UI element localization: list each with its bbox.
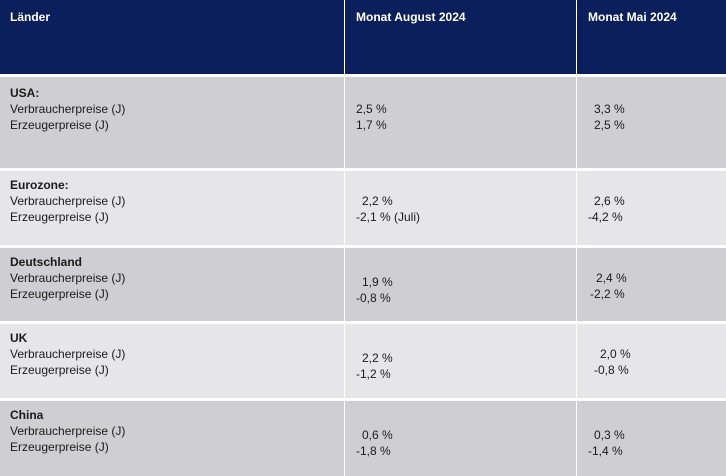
table-header: Länder Monat August 2024 Monat Mai 2024 bbox=[0, 0, 726, 74]
may-consumer-value: 2,0 % bbox=[600, 347, 631, 361]
may-producer-value: -1,4 % bbox=[588, 444, 623, 458]
producer-price-label: Erzeugerpreise (J) bbox=[10, 363, 109, 377]
country-label: UK bbox=[10, 331, 28, 345]
producer-price-label: Erzeugerpreise (J) bbox=[10, 118, 109, 132]
country-label: Eurozone: bbox=[10, 178, 69, 192]
august-producer-value: -1,2 % bbox=[356, 367, 391, 381]
august-producer-value: 1,7 % bbox=[356, 118, 387, 132]
country-label: USA: bbox=[10, 86, 40, 100]
producer-price-label: Erzeugerpreise (J) bbox=[10, 440, 109, 454]
producer-price-label: Erzeugerpreise (J) bbox=[10, 210, 109, 224]
consumer-price-label: Verbraucherpreise (J) bbox=[10, 424, 126, 438]
header-august-2024: Monat August 2024 bbox=[356, 10, 466, 24]
row-divider bbox=[0, 398, 726, 401]
column-divider bbox=[344, 0, 345, 476]
consumer-price-label: Verbraucherpreise (J) bbox=[10, 102, 126, 116]
header-mai-2024: Monat Mai 2024 bbox=[588, 10, 677, 24]
august-producer-value: -0,8 % bbox=[356, 291, 391, 305]
may-producer-value: -4,2 % bbox=[588, 210, 623, 224]
may-producer-value: -0,8 % bbox=[594, 363, 629, 377]
consumer-price-label: Verbraucherpreise (J) bbox=[10, 347, 126, 361]
table-row-deutschland: Deutschland Verbraucherpreise (J) Erzeug… bbox=[0, 248, 726, 321]
consumer-price-label: Verbraucherpreise (J) bbox=[10, 271, 126, 285]
producer-price-label: Erzeugerpreise (J) bbox=[10, 287, 109, 301]
country-label: Deutschland bbox=[10, 255, 83, 269]
august-producer-value: -2,1 % (Juli) bbox=[356, 210, 421, 224]
table-row-uk: UK Verbraucherpreise (J) Erzeugerpreise … bbox=[0, 324, 726, 398]
august-producer-value: -1,8 % bbox=[356, 444, 391, 458]
row-divider bbox=[0, 168, 726, 171]
header-laender: Länder bbox=[10, 10, 51, 24]
table-row-usa: USA: Verbraucherpreise (J) Erzeugerpreis… bbox=[0, 77, 726, 168]
may-consumer-value: 2,4 % bbox=[596, 271, 627, 285]
august-consumer-value: 2,5 % bbox=[356, 102, 387, 116]
may-producer-value: -2,2 % bbox=[590, 287, 625, 301]
consumer-price-label: Verbraucherpreise (J) bbox=[10, 194, 126, 208]
may-consumer-value: 2,6 % bbox=[594, 194, 625, 208]
august-consumer-value: 2,2 % bbox=[362, 194, 393, 208]
may-consumer-value: 0,3 % bbox=[594, 428, 625, 442]
table-row-china: China Verbraucherpreise (J) Erzeugerprei… bbox=[0, 401, 726, 476]
may-consumer-value: 3,3 % bbox=[594, 102, 625, 116]
column-divider bbox=[576, 0, 577, 476]
row-divider bbox=[0, 245, 726, 248]
table-row-eurozone: Eurozone: Verbraucherpreise (J) Erzeuger… bbox=[0, 171, 726, 245]
row-divider bbox=[0, 321, 726, 324]
may-producer-value: 2,5 % bbox=[594, 118, 625, 132]
august-consumer-value: 2,2 % bbox=[362, 351, 393, 365]
august-consumer-value: 1,9 % bbox=[362, 275, 393, 289]
country-label: China bbox=[10, 408, 44, 422]
august-consumer-value: 0,6 % bbox=[362, 428, 393, 442]
